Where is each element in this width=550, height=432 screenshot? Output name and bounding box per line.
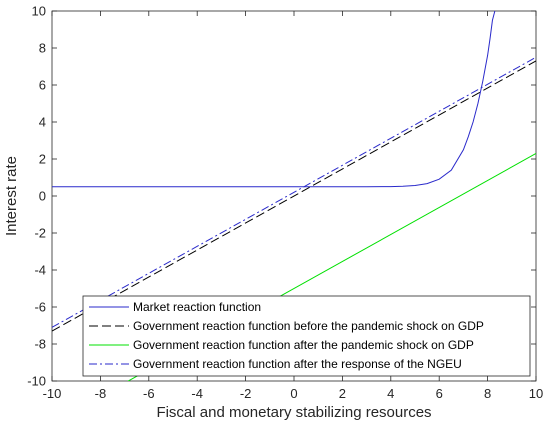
series-line-3 [127,153,536,381]
legend-label-1: Market reaction function [133,300,261,314]
series-layer [52,11,536,381]
y-tick-label: -2 [34,226,46,241]
legend-label-3: Government reaction function after the p… [133,338,474,352]
y-tick-label: 2 [39,152,46,167]
legend-box [82,295,531,377]
x-tick-label: 8 [484,386,491,401]
y-tick-label: 4 [39,115,46,130]
x-tick-label: 10 [529,386,543,401]
ticks-layer: -10 -8 -6 -4 -2 0 2 4 6 8 10 -10 -8 -6 -4 -2 0 2 4 6 8 10 [27,4,543,402]
x-axis-label: Fiscal and monetary stabilizing resource… [156,404,431,421]
y-axis-label: Interest rate [3,156,20,236]
x-tick-label: -6 [143,386,155,401]
y-tick-label: -10 [27,374,46,389]
series-line-2 [52,60,536,332]
x-tick-label: 6 [436,386,443,401]
series-line-1 [52,11,496,188]
series-line-4 [52,56,536,328]
x-tick-label: -2 [240,386,252,401]
y-tick-label: 8 [39,41,46,56]
legend-label-4: Government reaction function after the r… [133,357,462,371]
x-tick-label: 2 [339,386,346,401]
x-tick-label: 0 [290,386,297,401]
x-tick-label: 4 [387,386,394,401]
x-tick-label: -4 [191,386,203,401]
legend: Market reaction function Government react… [82,295,531,377]
y-tick-label: 6 [39,78,46,93]
x-tick-label: -10 [43,386,62,401]
y-tick-label: -4 [34,263,46,278]
y-tick-label: -8 [34,337,46,352]
y-tick-label: -6 [34,300,46,315]
y-tick-label: 0 [39,189,46,204]
x-tick-label: -8 [95,386,107,401]
y-tick-label: 10 [32,4,46,19]
legend-label-2: Government reaction function before the … [133,319,484,333]
